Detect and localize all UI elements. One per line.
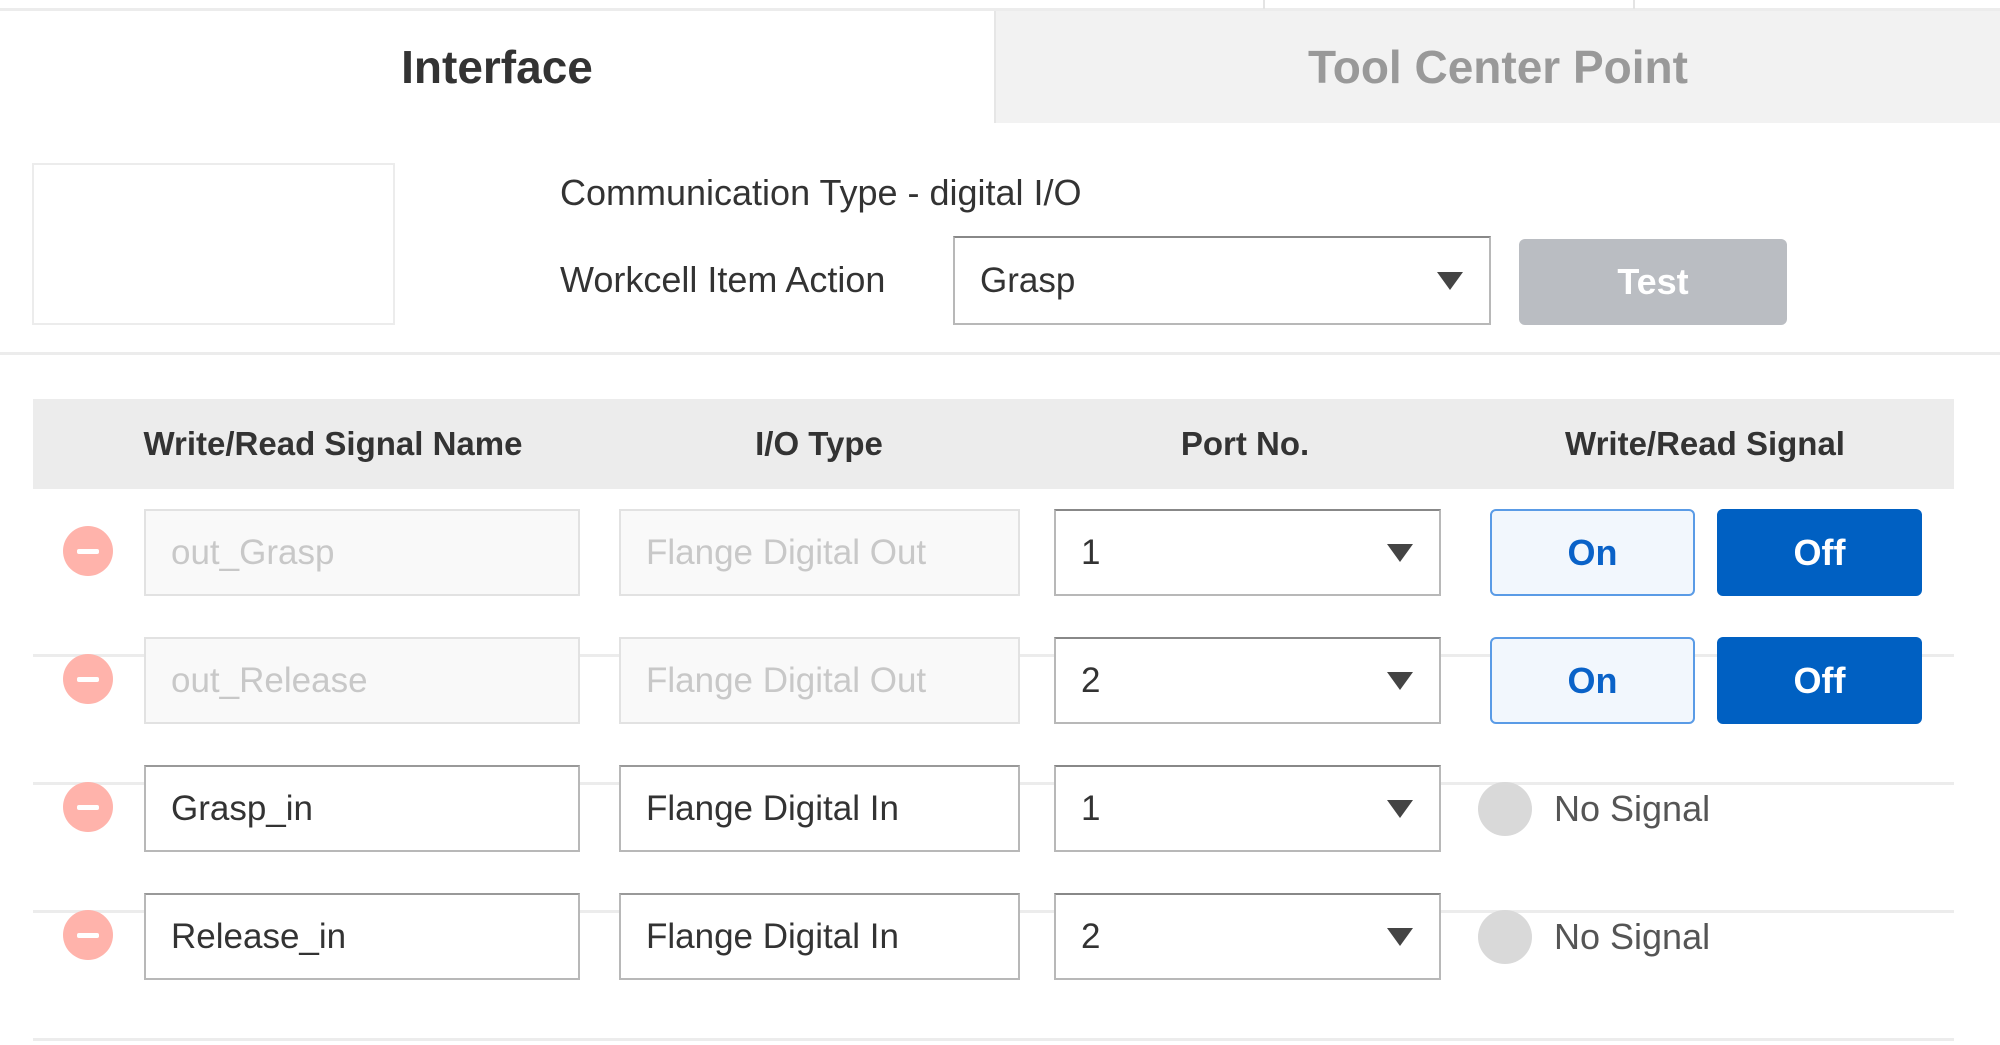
table-row: out_Grasp Flange Digital Out 1 On Off (33, 509, 1954, 657)
chevron-down-icon (1387, 927, 1413, 946)
table-row: out_Release Flange Digital Out 2 On Off (33, 637, 1954, 785)
selected-value: 2 (1081, 916, 1101, 956)
workcell-item-action-select[interactable]: Grasp (953, 236, 1491, 325)
selected-value: Flange Digital Out (646, 660, 927, 700)
top-border (0, 8, 2000, 11)
minus-icon (77, 676, 99, 682)
minus-icon (77, 932, 99, 938)
top-divider (1633, 0, 1635, 9)
top-divider (1263, 0, 1265, 9)
minus-icon (77, 804, 99, 810)
io-type-select[interactable]: Flange Digital Out (619, 509, 1020, 596)
signal-indicator-icon (1478, 910, 1532, 964)
minus-icon (77, 548, 99, 554)
chevron-down-icon (1437, 271, 1463, 290)
header-port-no: Port No. (1180, 425, 1310, 462)
chevron-down-icon (1387, 543, 1413, 562)
selected-value: Flange Digital Out (646, 532, 927, 572)
signal-status: No Signal (1554, 787, 1711, 829)
divider (0, 352, 2000, 355)
header-io-type: I/O Type (755, 425, 883, 462)
table-row: Grasp_in Flange Digital In 1 No Signal (33, 765, 1954, 913)
selected-value: 2 (1081, 660, 1101, 700)
port-select[interactable]: 2 (1054, 637, 1441, 724)
signal-name-input[interactable]: Grasp_in (144, 765, 580, 852)
port-select[interactable]: 2 (1054, 893, 1441, 980)
io-type-select[interactable]: Flange Digital Out (619, 637, 1020, 724)
signal-on-button[interactable]: On (1490, 637, 1695, 724)
remove-row-button[interactable] (63, 526, 113, 576)
selected-value: Flange Digital In (646, 788, 899, 828)
chevron-down-icon (1387, 799, 1413, 818)
signal-off-button[interactable]: Off (1717, 637, 1922, 724)
table-header: Write/Read Signal Name I/O Type Port No.… (33, 399, 1954, 489)
remove-row-button[interactable] (63, 782, 113, 832)
chevron-down-icon (1387, 671, 1413, 690)
tab-tool-center-point[interactable]: Tool Center Point (994, 11, 2000, 123)
signal-name-input[interactable]: out_Grasp (144, 509, 580, 596)
io-type-select[interactable]: Flange Digital In (619, 765, 1020, 852)
port-select[interactable]: 1 (1054, 509, 1441, 596)
tab-interface[interactable]: Interface (0, 11, 994, 123)
selected-value: 1 (1081, 532, 1101, 572)
selected-value: Flange Digital In (646, 916, 899, 956)
remove-row-button[interactable] (63, 654, 113, 704)
signal-indicator-icon (1478, 782, 1532, 836)
signal-name-input[interactable]: Release_in (144, 893, 580, 980)
signal-on-button[interactable]: On (1490, 509, 1695, 596)
communication-type-label: Communication Type - digital I/O (560, 172, 1082, 213)
test-button[interactable]: Test (1519, 239, 1787, 325)
signal-off-button[interactable]: Off (1717, 509, 1922, 596)
header-signal-name: Write/Read Signal Name (143, 425, 523, 462)
signal-status: No Signal (1554, 915, 1711, 957)
selected-value: Grasp (980, 260, 1076, 300)
port-select[interactable]: 1 (1054, 765, 1441, 852)
io-type-select[interactable]: Flange Digital In (619, 893, 1020, 980)
remove-row-button[interactable] (63, 910, 113, 960)
header-write-read-signal: Write/Read Signal (1565, 425, 1845, 462)
selected-value: 1 (1081, 788, 1101, 828)
item-image (32, 163, 395, 325)
row-divider (33, 1038, 1954, 1041)
table-row: Release_in Flange Digital In 2 No Signal (33, 893, 1954, 1041)
signal-name-input[interactable]: out_Release (144, 637, 580, 724)
workcell-item-action-label: Workcell Item Action (560, 259, 886, 300)
